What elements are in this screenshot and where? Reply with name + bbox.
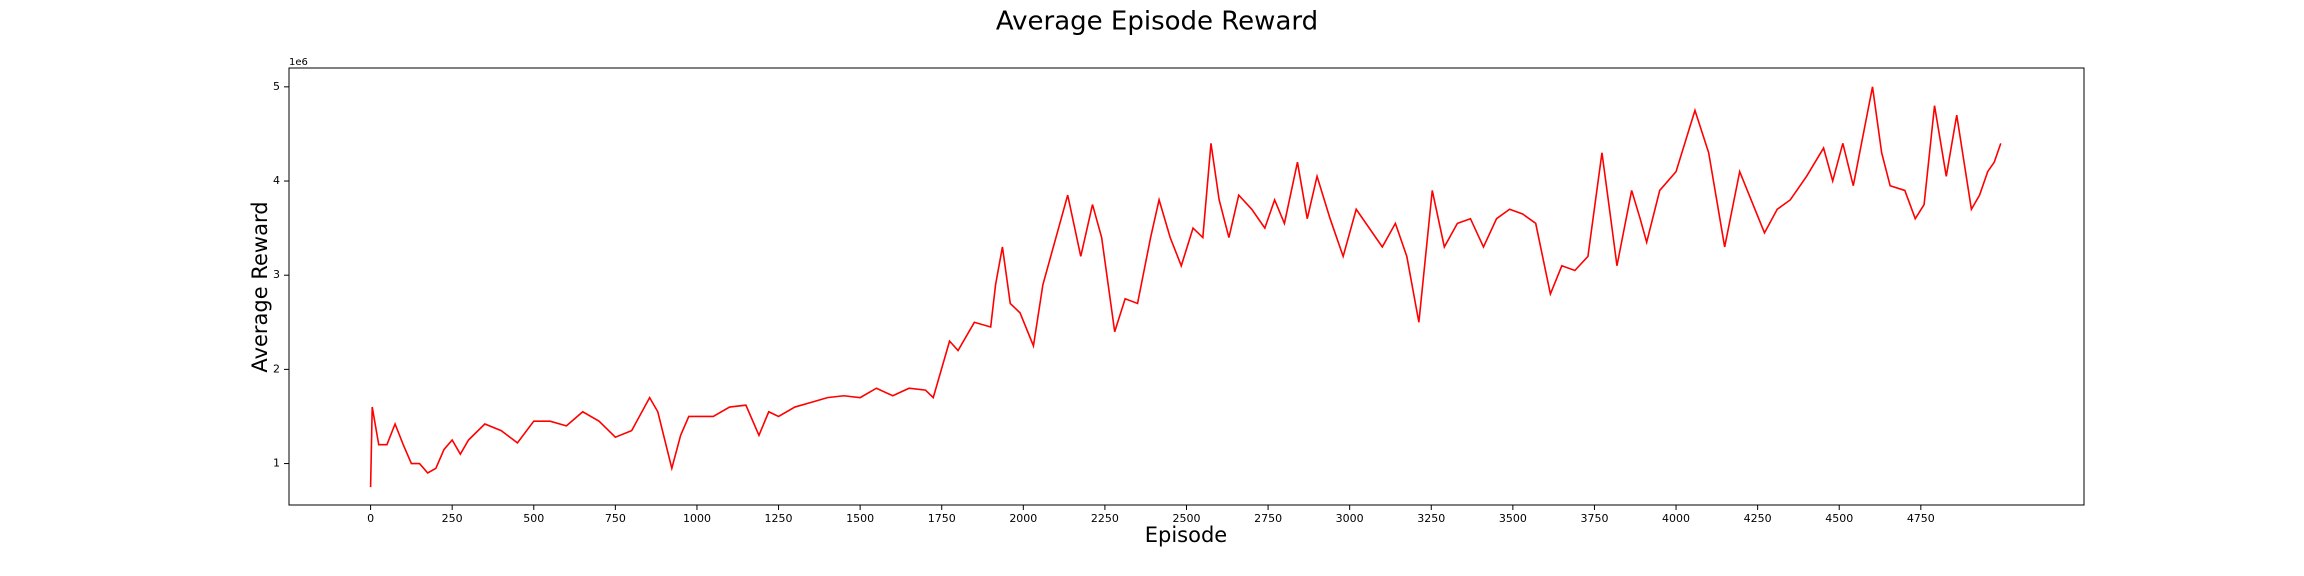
x-tick-label: 3750 xyxy=(1580,512,1608,525)
x-tick-label: 3250 xyxy=(1417,512,1445,525)
chart-title: Average Episode Reward xyxy=(996,7,1318,37)
x-tick-label: 1500 xyxy=(846,512,874,525)
x-tick-label: 2000 xyxy=(1009,512,1037,525)
y-tick-label: 4 xyxy=(273,174,280,187)
data-line xyxy=(369,86,2002,488)
x-tick-label: 4000 xyxy=(1662,512,1690,525)
x-tick-label: 4750 xyxy=(1907,512,1935,525)
x-tick-label: 500 xyxy=(523,512,544,525)
x-tick-label: 3000 xyxy=(1336,512,1364,525)
x-tick-label: 0 xyxy=(367,512,374,525)
x-tick-label: 1750 xyxy=(928,512,956,525)
x-tick-label: 1250 xyxy=(765,512,793,525)
x-tick-label: 1000 xyxy=(683,512,711,525)
x-tick-label: 750 xyxy=(605,512,626,525)
y-tick-label: 5 xyxy=(273,80,280,93)
plot-frame xyxy=(288,67,2085,506)
y-offset-label: 1e6 xyxy=(289,57,308,68)
x-tick-label: 4500 xyxy=(1825,512,1853,525)
x-tick-label: 250 xyxy=(442,512,463,525)
x-axis-label: Episode xyxy=(1145,523,1227,547)
x-tick-label: 2250 xyxy=(1091,512,1119,525)
y-tick-label: 1 xyxy=(273,457,280,470)
x-tick-label: 3500 xyxy=(1499,512,1527,525)
y-tick-label: 2 xyxy=(273,362,280,375)
x-tick-label: 2500 xyxy=(1173,512,1201,525)
x-tick-label: 2750 xyxy=(1254,512,1282,525)
x-tick-label: 4250 xyxy=(1744,512,1772,525)
y-tick-label: 3 xyxy=(273,268,280,281)
y-axis-label: Average Reward xyxy=(248,201,272,372)
